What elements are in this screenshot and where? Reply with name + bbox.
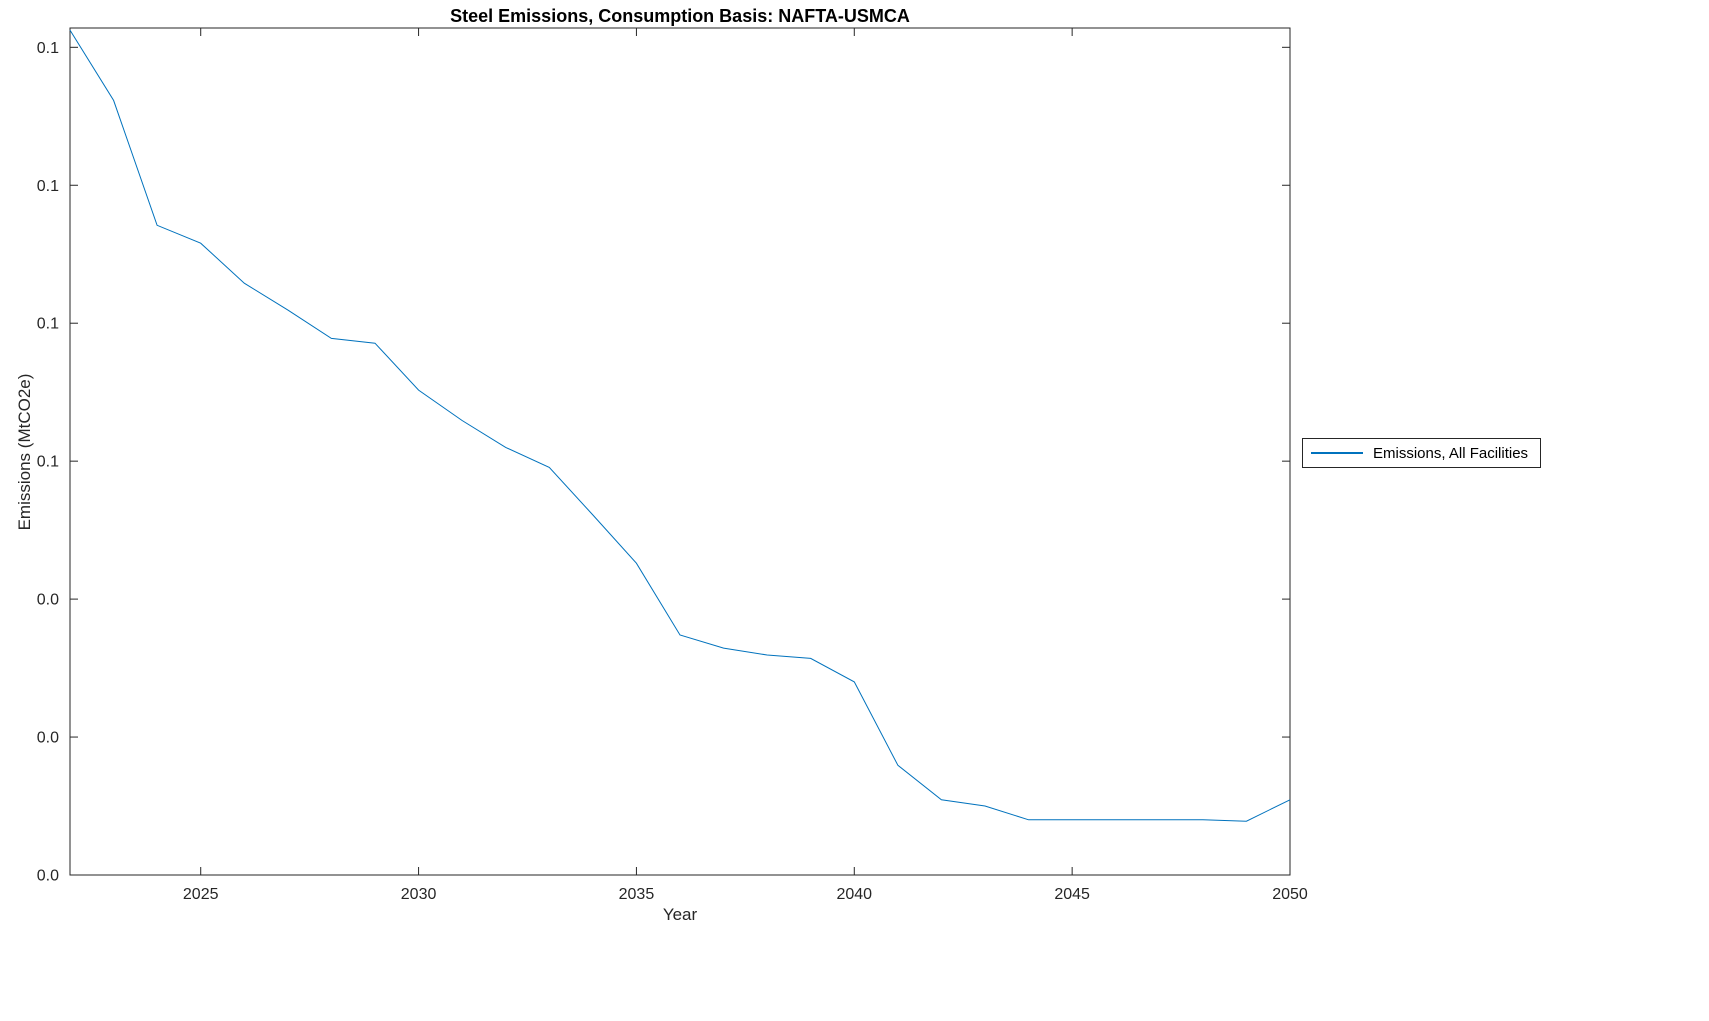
emissions-series-line [69,29,1291,822]
chart-title: Steel Emissions, Consumption Basis: NAFT… [450,6,910,26]
x-tick-label: 2050 [1272,886,1308,903]
y-tick-label: 0.0 [37,730,59,747]
y-tick-label: 0.1 [37,40,59,57]
y-tick-label: 0.0 [37,592,59,609]
y-axis-label: Emissions (MtCO2e) [15,373,34,531]
y-tick-label: 0.1 [37,178,59,195]
y-tick-label: 0.1 [37,454,59,471]
legend-line-sample [1311,452,1363,454]
legend-label: Emissions, All Facilities [1373,444,1529,462]
x-tick-label: 2025 [183,886,219,903]
x-tick-label: 2045 [1054,886,1090,903]
y-tick-label: 0.1 [37,316,59,333]
plot-border [69,27,1291,876]
y-tick-label: 0.0 [37,868,59,885]
x-tick-label: 2040 [836,886,872,903]
x-axis-label: Year [662,905,698,924]
x-tick-label: 2035 [619,886,655,903]
x-tick-label: 2030 [401,886,437,903]
legend: Emissions, All Facilities [1302,438,1542,468]
